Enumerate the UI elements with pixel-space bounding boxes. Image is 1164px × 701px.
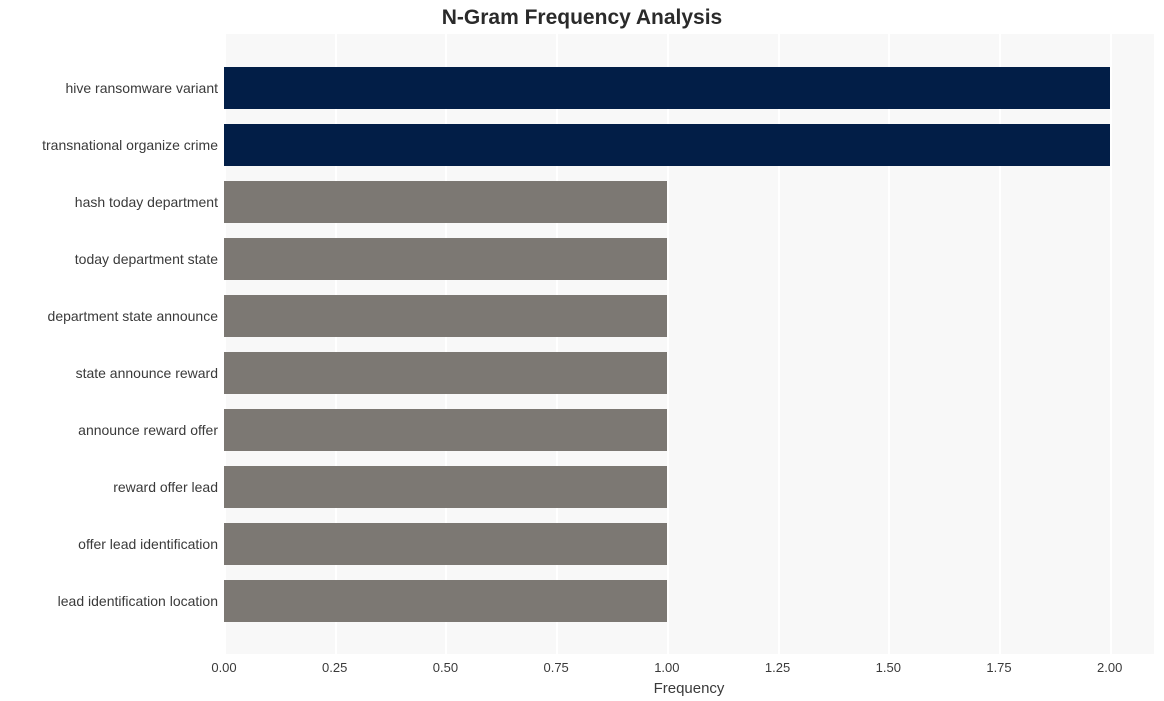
- x-gridline: [1110, 34, 1112, 654]
- x-tick-label: 0.25: [322, 660, 347, 675]
- y-tick-label: announce reward offer: [78, 422, 218, 438]
- y-tick-label: today department state: [75, 251, 218, 267]
- chart-title: N-Gram Frequency Analysis: [0, 6, 1164, 30]
- bar: [224, 124, 1110, 166]
- y-tick-label: offer lead identification: [78, 536, 218, 552]
- bar: [224, 580, 667, 622]
- bar: [224, 466, 667, 508]
- y-tick-label: transnational organize crime: [42, 137, 218, 153]
- plot-area: [224, 34, 1154, 654]
- bar: [224, 523, 667, 565]
- y-tick-label: hive ransomware variant: [65, 80, 218, 96]
- ngram-frequency-chart: N-Gram Frequency Analysis Frequency hive…: [0, 0, 1164, 701]
- y-tick-label: hash today department: [75, 194, 218, 210]
- y-tick-label: reward offer lead: [113, 479, 218, 495]
- x-tick-label: 1.00: [654, 660, 679, 675]
- x-tick-label: 1.75: [986, 660, 1011, 675]
- x-tick-label: 1.50: [876, 660, 901, 675]
- bar: [224, 352, 667, 394]
- x-tick-label: 2.00: [1097, 660, 1122, 675]
- bar: [224, 238, 667, 280]
- x-tick-label: 0.50: [433, 660, 458, 675]
- y-tick-label: department state announce: [48, 308, 218, 324]
- bar: [224, 409, 667, 451]
- y-tick-label: state announce reward: [76, 365, 218, 381]
- x-tick-label: 1.25: [765, 660, 790, 675]
- y-tick-label: lead identification location: [58, 593, 218, 609]
- x-axis-label: Frequency: [224, 680, 1154, 697]
- x-tick-label: 0.75: [543, 660, 568, 675]
- bar: [224, 67, 1110, 109]
- bar: [224, 295, 667, 337]
- bar: [224, 181, 667, 223]
- x-tick-label: 0.00: [211, 660, 236, 675]
